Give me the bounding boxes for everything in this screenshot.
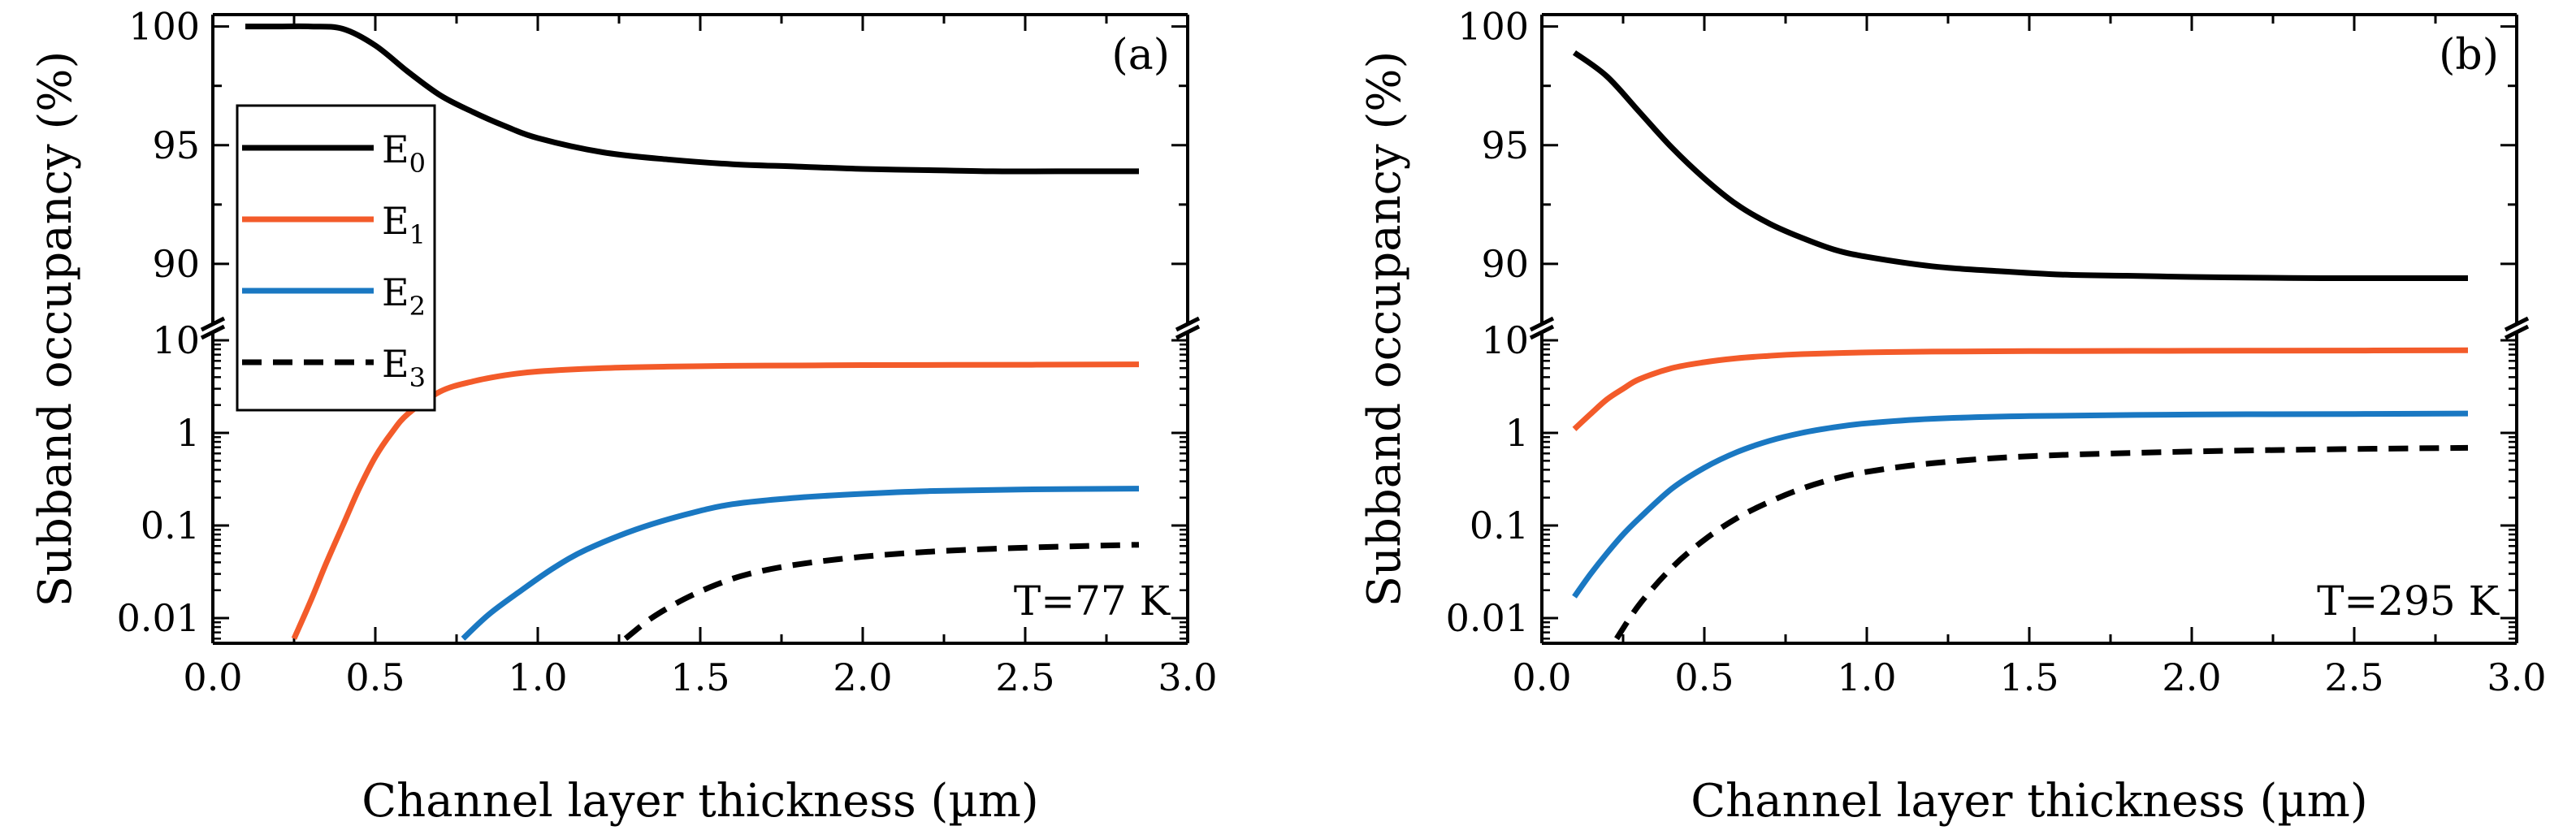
series-line-E0 bbox=[245, 23, 1140, 175]
x-tick-label: 1.5 bbox=[670, 655, 730, 699]
legend-subscript: 1 bbox=[409, 219, 426, 250]
y-tick-label-lower: 0.01 bbox=[117, 596, 200, 640]
x-tick-label: 2.0 bbox=[833, 655, 892, 699]
panel-b: 0.0 0.5 1.0 1.5 2.0 2.5 3.0 100 95 90 10 1 0.1 0.01 (b… bbox=[1358, 5, 2547, 828]
y-axis-label: Subband occupancy (%) bbox=[29, 51, 82, 608]
y-tick-label-lower: 10 bbox=[152, 318, 200, 362]
y-tick-label-lower: 0.01 bbox=[1446, 596, 1529, 640]
x-tick-label: 0.0 bbox=[183, 655, 242, 699]
axis-break-mark bbox=[2504, 316, 2530, 332]
series-line-E1 bbox=[1572, 347, 2469, 431]
axis-break-mark bbox=[1529, 324, 1555, 340]
x-tick-label: 1.0 bbox=[508, 655, 567, 699]
x-axis-label: Channel layer thickness (µm) bbox=[1691, 775, 2367, 828]
x-tick-label: 2.5 bbox=[995, 655, 1054, 699]
temperature-annotation: T=295 K bbox=[2317, 577, 2500, 625]
panel-a: 0.0 0.5 1.0 1.5 2.0 2.5 3.010095901010.10.01(a… bbox=[29, 5, 1218, 828]
x-tick-label: 2.0 bbox=[2162, 655, 2221, 699]
y-tick-label-upper: 100 bbox=[1457, 5, 1529, 49]
x-tick-label: 0.5 bbox=[1674, 655, 1734, 699]
y-tick-label-lower: 0.1 bbox=[1470, 504, 1529, 547]
panel-label: (a) bbox=[1111, 31, 1170, 80]
axis-break-mark bbox=[1529, 316, 1555, 332]
panel-label: (b) bbox=[2439, 31, 2499, 80]
series-line-E1 bbox=[291, 361, 1140, 640]
x-tick-label: 0.5 bbox=[345, 655, 405, 699]
series-line-E0 bbox=[1572, 50, 2468, 282]
y-axis-label: Subband occupancy (%) bbox=[1358, 51, 1411, 608]
x-axis-label: Channel layer thickness (µm) bbox=[362, 775, 1038, 828]
y-tick-label-lower: 10 bbox=[1481, 318, 1529, 362]
y-tick-label-lower: 1 bbox=[1505, 411, 1529, 455]
y-tick-label-upper: 90 bbox=[152, 242, 200, 286]
axis-break-mark bbox=[200, 316, 226, 332]
axis-break-mark bbox=[1175, 316, 1201, 332]
x-tick-label: 3.0 bbox=[2487, 655, 2546, 699]
legend-subscript: 3 bbox=[409, 362, 426, 393]
x-tick-label: 0.0 bbox=[1512, 655, 1571, 699]
series-line-E3 bbox=[1614, 444, 2469, 641]
y-tick-label-upper: 95 bbox=[152, 123, 200, 167]
temperature-annotation: T=77 K bbox=[1014, 577, 1171, 625]
y-tick-label-upper: 90 bbox=[1481, 242, 1529, 286]
y-tick-label-lower: 1 bbox=[176, 411, 200, 455]
axis-break-mark bbox=[2504, 324, 2530, 340]
legend-subscript: 2 bbox=[409, 291, 426, 322]
axis-break-mark bbox=[200, 324, 226, 340]
x-tick-label: 1.5 bbox=[1999, 655, 2059, 699]
series-line-E2 bbox=[461, 486, 1140, 641]
y-tick-label-upper: 95 bbox=[1481, 123, 1529, 167]
x-tick-label: 1.0 bbox=[1837, 655, 1896, 699]
series-line-E2 bbox=[1572, 410, 2469, 599]
x-tick-label: 2.5 bbox=[2324, 655, 2383, 699]
x-tick-label: 3.0 bbox=[1158, 655, 1217, 699]
series-line-E3 bbox=[623, 542, 1140, 642]
legend-subscript: 0 bbox=[409, 148, 426, 179]
y-tick-label-lower: 0.1 bbox=[141, 504, 200, 547]
axis-break-mark bbox=[1175, 324, 1201, 340]
y-tick-label-upper: 100 bbox=[128, 5, 200, 49]
legend-label-E0: E0 bbox=[382, 128, 426, 179]
